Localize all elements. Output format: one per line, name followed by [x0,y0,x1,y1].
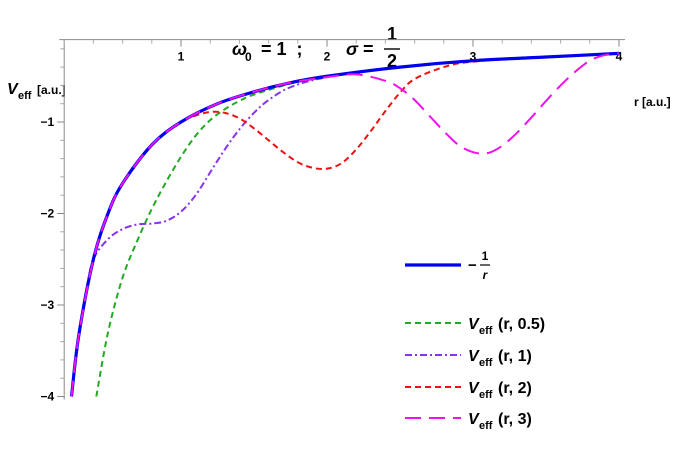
x-tick-label: 1 [178,50,185,64]
y-tick-label: −3 [41,298,55,312]
x-tick-label: 2 [324,50,331,64]
legend: −1 r V eff (r, 0.5) V eff (r, 1) V eff (r, 2) V eff (… [405,249,545,432]
axis-ticks: 1 2 3 4−1−2−3−4 [41,39,623,404]
series-line-veff_05 [95,52,620,397]
legend-subscript: eff [479,325,493,337]
title-omega-subscript: 0 [245,50,252,64]
y-tick-label: −2 [41,207,55,221]
legend-args: (r, 3) [498,411,532,428]
y-tick-label: −1 [41,115,55,129]
title-fraction-numerator: 1 [387,24,397,44]
legend-fraction-denominator: r [483,268,489,282]
legend-symbol: V [468,411,480,428]
y-tick-label: −4 [41,390,55,404]
legend-fraction-numerator: 1 [482,249,489,263]
legend-args: (r, 2) [498,380,532,397]
legend-args: (r, 0.5) [498,316,545,333]
ylabel-unit: [a.u.] [37,83,66,97]
title-fraction-denominator: 2 [387,51,397,71]
y-axis-label: V eff [a.u.] [7,81,66,102]
series-line-coulomb [69,51,620,397]
legend-entry-coulomb: −1 r [468,249,490,282]
title-eq2: = [358,39,379,59]
title-sigma: σ [346,39,359,59]
x-tick-label: 4 [616,50,623,64]
legend-minus: − [468,257,477,274]
legend-subscript: eff [479,420,493,432]
ylabel-subscript: eff [18,90,32,102]
x-tick-label: 3 [470,50,477,64]
series-layer [69,51,620,397]
legend-symbol: V [468,380,480,397]
legend-symbol: V [468,316,480,333]
chart-title: ω 0 = 1 ; σ = 1 2 [232,24,400,71]
series-line-veff_2 [70,52,620,397]
legend-subscript: eff [479,357,493,369]
legend-symbol: V [468,348,480,365]
legend-args: (r, 1) [498,348,532,365]
x-axis-label: r [a.u.] [634,95,671,109]
ylabel-symbol: V [7,81,19,98]
title-omega: ω [232,39,247,59]
legend-subscript: eff [479,389,493,401]
series-line-veff_3 [70,52,620,397]
title-eq1: = 1 ; [256,39,313,59]
